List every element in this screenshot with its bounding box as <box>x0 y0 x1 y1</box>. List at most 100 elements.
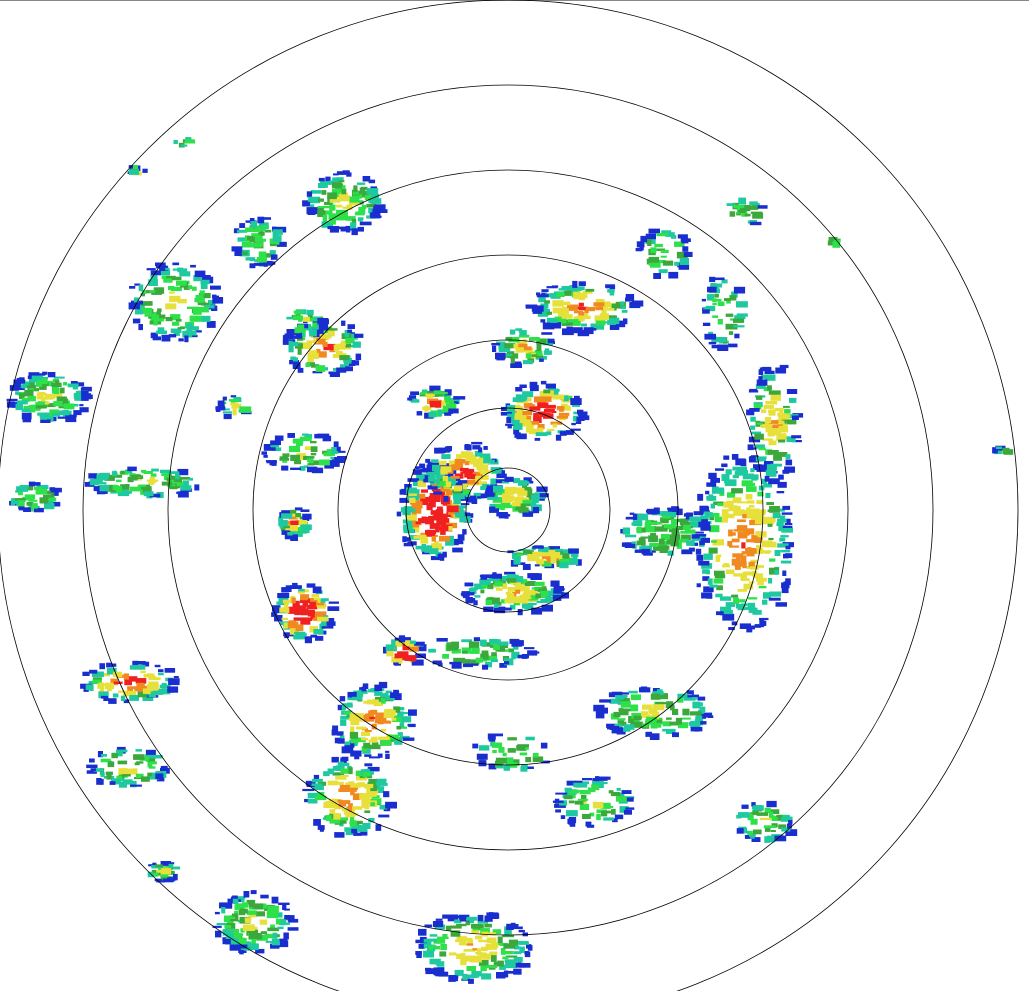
echo-pixel <box>309 329 317 337</box>
echo-pixel <box>56 396 67 402</box>
echo-pixel <box>148 691 156 698</box>
echo-pixel <box>788 820 793 825</box>
echo-pixel <box>246 929 258 936</box>
echo-pixel <box>468 978 474 984</box>
echo-pixel <box>436 961 445 967</box>
echo-pixel <box>707 715 714 718</box>
echo-pixel <box>764 476 770 482</box>
echo-pixel <box>709 584 718 588</box>
echo-pixel <box>742 514 747 519</box>
echo-pixel <box>15 391 20 395</box>
echo-pixel <box>160 874 169 878</box>
echo-pixel <box>681 534 691 540</box>
echo-pixel <box>338 788 350 792</box>
echo-pixel <box>81 390 89 398</box>
echo-pixel <box>250 243 262 248</box>
echo-pixel <box>370 737 376 741</box>
echo-pixel <box>329 180 339 184</box>
echo-pixel <box>429 385 441 392</box>
echo-pixel <box>612 303 617 311</box>
echo-pixel <box>760 409 767 413</box>
echo-pixel <box>530 573 542 580</box>
echo-pixel <box>746 474 753 478</box>
echo-pixel <box>321 624 334 629</box>
echo-pixel <box>747 813 754 821</box>
echo-pixel <box>161 682 167 689</box>
echo-pixel <box>143 674 149 678</box>
echo-pixel <box>477 496 485 499</box>
echo-pixel <box>630 694 641 701</box>
echo-pixel <box>312 371 323 374</box>
echo-pixel <box>548 546 560 550</box>
echo-pixel <box>781 586 789 594</box>
echo-pixel <box>16 400 28 405</box>
echo-pixel <box>54 376 65 379</box>
echo-pixel <box>523 419 529 426</box>
echo-pixel <box>748 561 755 568</box>
echo-pixel <box>251 233 263 240</box>
echo-pixel <box>197 306 209 313</box>
echo-pixel <box>512 361 522 366</box>
echo-pixel <box>564 787 572 792</box>
echo-pixel <box>208 300 215 305</box>
echo-pixel <box>456 454 462 461</box>
echo-pixel <box>302 316 310 322</box>
echo-pixel <box>177 468 189 476</box>
echo-pixel <box>491 573 502 579</box>
echo-pixel <box>290 520 299 525</box>
echo-pixel <box>185 139 196 144</box>
echo-pixel <box>711 344 722 349</box>
echo-pixel <box>785 578 791 586</box>
echo-pixel <box>649 733 660 740</box>
echo-pixel <box>522 502 533 507</box>
echo-pixel <box>573 782 584 788</box>
echo-pixel <box>302 200 311 207</box>
echo-pixel <box>502 951 514 955</box>
echo-pixel <box>500 353 513 356</box>
echo-pixel <box>504 476 514 482</box>
echo-pixel <box>112 485 119 491</box>
echo-pixel <box>555 434 562 441</box>
echo-pixel <box>472 456 477 460</box>
echo-pixel <box>702 307 710 314</box>
echo-pixel <box>743 528 755 535</box>
echo-pixel <box>333 813 341 820</box>
echo-pixel <box>589 812 595 817</box>
echo-pixel <box>623 809 632 815</box>
echo-pixel <box>585 821 592 827</box>
echo-cell <box>507 545 582 570</box>
echo-pixel <box>769 506 780 513</box>
echo-pixel <box>40 419 51 423</box>
echo-pixel <box>781 816 793 822</box>
echo-pixel <box>785 545 791 550</box>
echo-pixel <box>142 688 151 694</box>
echo-pixel <box>767 450 779 455</box>
echo-pixel <box>754 514 764 519</box>
echo-pixel <box>728 505 738 512</box>
echo-pixel <box>394 739 403 745</box>
echo-pixel <box>460 471 472 474</box>
echo-pixel <box>512 645 519 650</box>
echo-pixel <box>514 415 521 420</box>
echo-pixel <box>757 579 764 586</box>
echo-pixel <box>519 946 525 953</box>
echo-pixel <box>761 478 767 484</box>
echo-pixel <box>262 261 275 265</box>
echo-pixel <box>435 516 442 520</box>
echo-pixel <box>780 420 785 425</box>
echo-cell <box>701 276 748 351</box>
echo-pixel <box>296 442 303 446</box>
echo-pixel <box>404 484 412 490</box>
echo-pixel <box>759 540 765 543</box>
echo-pixel <box>461 647 472 654</box>
echo-pixel <box>541 332 553 335</box>
echo-pixel <box>339 762 350 766</box>
echo-pixel <box>648 256 660 263</box>
echo-pixel <box>123 673 130 680</box>
echo-pixel <box>522 360 533 365</box>
echo-pixel <box>754 538 762 543</box>
echo-pixel <box>199 290 205 295</box>
echo-pixel <box>359 221 372 226</box>
echo-pixel <box>374 684 383 692</box>
echo-pixel <box>450 476 460 479</box>
